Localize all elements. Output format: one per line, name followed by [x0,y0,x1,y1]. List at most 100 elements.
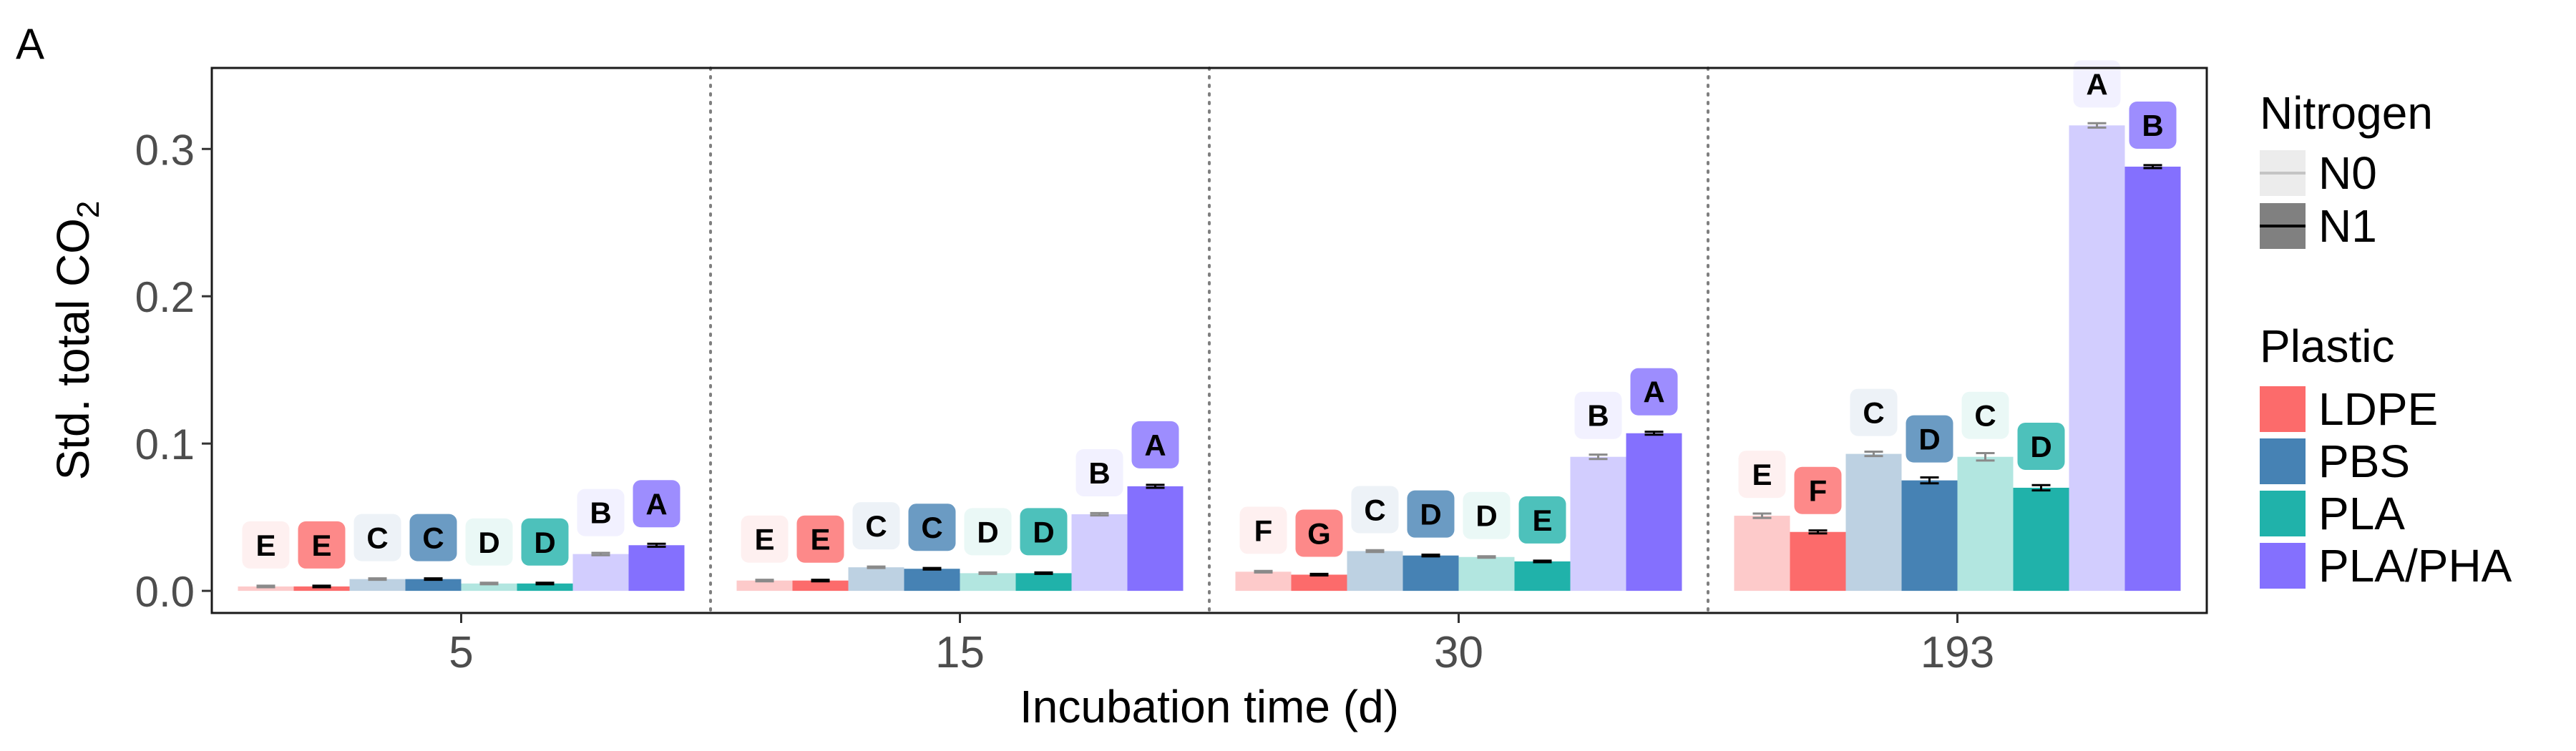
letter-label-background [353,514,401,561]
significance-letter: B [1088,456,1110,490]
x-tick-label: 193 [1921,628,1994,677]
bar [848,567,904,592]
letter-label-background [964,508,1012,556]
letter-label-background [1239,506,1287,554]
bar [628,545,685,592]
bar [904,569,960,592]
bar [1347,551,1403,592]
letter-label-background [465,518,513,566]
letter-label-background [1630,368,1678,416]
significance-letter: G [1307,516,1331,550]
significance-letter: D [534,526,555,559]
significance-letter: A [645,487,667,521]
significance-letter: C [1863,396,1884,430]
svg-text:Std. total CO2: Std. total CO2 [47,201,106,481]
bar [792,580,849,592]
y-tick-label: 0.1 [135,421,195,468]
letter-label-background [1020,508,1068,556]
letter-label-background [1463,491,1511,539]
y-axis-title: Std. total CO2 [47,201,106,481]
x-tick-label: 30 [1434,628,1483,677]
significance-letter: A [1144,428,1166,462]
bar [1235,571,1292,592]
letter-label-background [796,515,844,563]
significance-letter: D [2030,430,2051,463]
legend-item-label: N0 [2318,147,2377,199]
letter-label-background [1906,415,1953,463]
y-tick-label: 0.3 [135,126,195,174]
significance-letter: A [1643,376,1664,409]
letter-label-background [242,521,290,569]
significance-letter: F [1254,514,1273,547]
bar [960,573,1016,592]
letter-label-background [298,521,346,569]
bar [1514,561,1571,592]
legend-key [2260,438,2306,484]
bar [1845,453,1902,592]
significance-letter: B [590,496,611,530]
letter-label-background [1351,486,1399,534]
letter-label-background [577,489,625,536]
bar [1570,456,1626,592]
legend-item-label: N1 [2318,200,2377,252]
x-axis: 5 15 30 193 [449,613,1994,677]
bar [1790,531,1846,592]
panel-label: A [16,20,44,68]
legend-nitrogen-title: Nitrogen [2260,87,2433,139]
bar [572,554,629,592]
bar [1402,555,1459,592]
x-tick-label: 5 [449,628,473,677]
legend-item-label: PLA [2318,488,2405,539]
bar [461,583,517,592]
y-tick-label: 0.0 [135,568,195,616]
bar [2069,125,2125,592]
bar [736,580,793,592]
significance-letter: C [366,521,388,555]
significance-letter: E [1532,504,1552,537]
legend-plastic-title: Plastic [2260,320,2395,372]
letter-label-background [1075,449,1123,497]
letter-label-background [1407,490,1455,538]
letter-label-background [1738,451,1786,499]
bar [349,579,406,592]
significance-letter: E [311,529,331,562]
significance-letter: E [255,529,275,562]
bar [1734,516,1790,592]
letter-label-background [1295,509,1343,557]
bar [517,583,573,592]
bar [1015,573,1072,592]
y-axis: 0.0 0.1 0.2 0.3 [135,126,212,616]
letter-label-background [852,502,900,550]
significance-letter: C [921,511,942,544]
significance-letter: D [1918,423,1940,456]
bar [405,579,462,592]
significance-letter: E [754,523,774,556]
x-axis-title: Incubation time (d) [1020,681,1399,732]
significance-letter: E [810,523,830,556]
legend-key [2260,386,2306,432]
significance-letter: C [1974,399,1996,433]
significance-letter: B [1587,399,1609,433]
letter-label-background [1131,421,1179,468]
bar [238,586,294,592]
bar [293,586,350,592]
significance-letter: D [1475,499,1497,533]
significance-letter: E [1752,458,1772,491]
letter-label-background [409,514,457,561]
letter-label-background [1850,388,1898,436]
bar [1901,480,1958,592]
letter-label-background [2073,60,2121,108]
significance-letter: D [977,515,998,549]
letter-label-background [2017,422,2065,470]
significance-letter: C [865,509,887,543]
significance-letter: D [1033,515,1054,549]
legend-item-label: PLA/PHA [2318,540,2512,592]
significance-letter: C [1364,494,1385,527]
letter-label-background [1794,466,1842,514]
significance-letter: B [2142,109,2163,142]
y-axis-title-main: Std. total CO [47,218,99,480]
